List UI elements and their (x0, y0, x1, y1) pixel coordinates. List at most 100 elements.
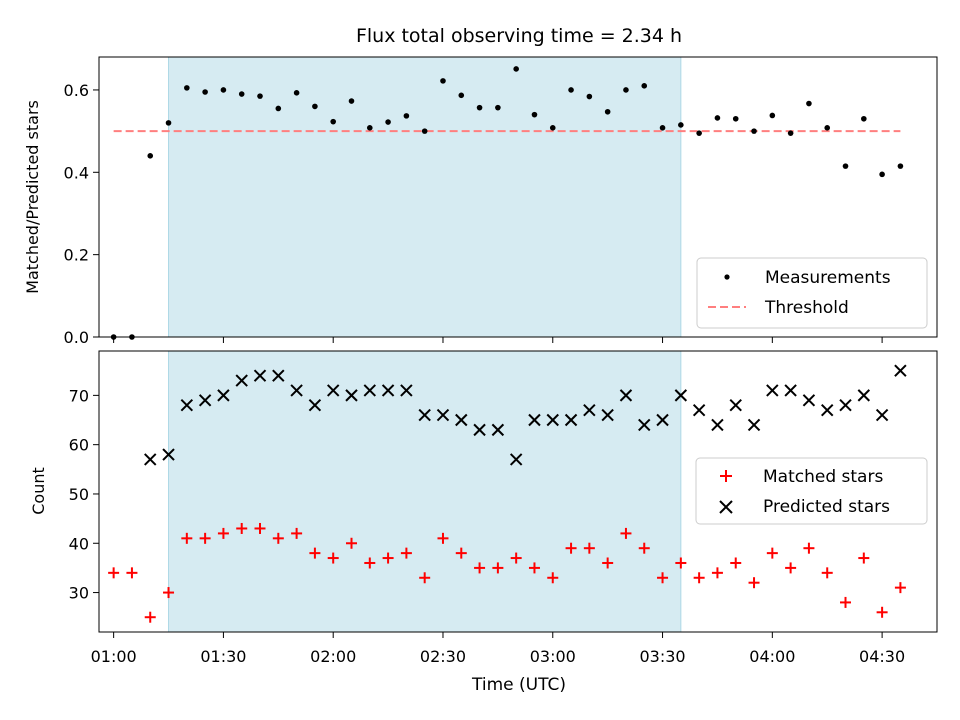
predicted-star-point (473, 423, 486, 437)
measurement-point (879, 171, 885, 178)
matched-star-point (730, 557, 742, 569)
predicted-star-point (894, 364, 907, 377)
matched-star-point (474, 562, 486, 574)
predicted-star-point (747, 418, 761, 432)
matched-star-point (840, 596, 852, 608)
measurement-point (220, 87, 227, 93)
predicted-star-point (345, 389, 358, 402)
measurement-point (842, 163, 849, 169)
predicted-star-point (400, 384, 413, 397)
top-legend: Measurements Threshold (696, 257, 928, 329)
predicted-star-point (821, 403, 834, 417)
predicted-star-point (180, 399, 194, 412)
predicted-star-point (601, 408, 614, 422)
bottom-x-axis: 01:00 01:30 02:00 02:30 03:00 03:30 04:00 04:30 (91, 632, 905, 666)
matched-star-point (766, 547, 778, 559)
matched-star-point (821, 567, 833, 579)
predicted-stars-points (144, 364, 907, 466)
measurement-point (586, 93, 593, 100)
measurement-point (366, 125, 373, 131)
matched-star-point (327, 552, 339, 564)
top-ytick-label: 0.2 (64, 246, 89, 265)
predicted-star-point (619, 389, 633, 402)
measurement-point (312, 103, 318, 110)
predicted-star-point (491, 423, 505, 437)
bottom-y-axis: 30 40 50 60 70 (69, 386, 99, 603)
predicted-star-point (198, 394, 212, 407)
figure-title: Flux total observing time = 2.34 h (356, 25, 682, 47)
matched-star-point (181, 532, 193, 544)
top-y-axis: 0.0 0.2 0.4 0.6 (64, 81, 99, 347)
measurement-point (513, 66, 519, 72)
predicted-star-point (253, 369, 267, 382)
bottom-ytick-label: 40 (69, 534, 89, 553)
predicted-star-point (857, 389, 871, 402)
measurement-point (421, 128, 428, 134)
measurement-point (824, 125, 831, 131)
measurement-point (568, 87, 574, 93)
matched-star-point (803, 542, 815, 554)
measurement-point (787, 130, 794, 136)
measurement-point (202, 89, 208, 95)
predicted-star-point (436, 408, 450, 422)
bottom-axes-frame (98, 350, 938, 633)
matched-star-point (309, 547, 321, 559)
predicted-star-point (802, 394, 816, 407)
predicted-star-point (326, 384, 340, 397)
measurement-point (293, 90, 300, 96)
matched-star-point (163, 587, 175, 599)
predicted-star-point (381, 384, 395, 397)
measurement-point (330, 118, 337, 125)
top-ytick-label: 0.6 (64, 81, 89, 100)
predicted-star-point (308, 399, 322, 412)
measurement-point (641, 83, 648, 89)
matched-stars-points (108, 522, 906, 623)
legend-predicted-marker (719, 500, 733, 514)
predicted-star-point (162, 448, 175, 461)
x-axis-label: Time (UTC) (471, 675, 566, 695)
predicted-star-point (144, 453, 157, 466)
matched-star-point (108, 567, 120, 579)
legend-threshold-label: Threshold (764, 298, 849, 318)
predicted-star-point (692, 403, 706, 417)
legend-matched-marker (720, 470, 732, 482)
measurement-point (403, 113, 410, 119)
matched-star-point (364, 557, 376, 569)
matched-star-point (437, 532, 449, 544)
legend-matched-label: Matched stars (763, 467, 883, 487)
predicted-star-point (656, 413, 669, 427)
matched-star-point (455, 547, 467, 559)
top-axes-frame (98, 56, 938, 338)
top-y-label: Matched/Predicted stars (23, 100, 42, 294)
matched-star-point (748, 577, 760, 589)
top-legend-box (696, 257, 928, 329)
predicted-star-point (235, 374, 248, 387)
matched-star-point (785, 562, 797, 574)
measurement-point (732, 115, 739, 122)
matched-star-point (876, 606, 888, 618)
matched-star-point (583, 542, 595, 554)
bottom-xtick-label: 02:00 (310, 647, 356, 666)
measurement-point (147, 153, 154, 159)
top-highlight-span (168, 56, 682, 338)
matched-star-point (144, 611, 156, 623)
matched-star-point (602, 557, 614, 569)
bottom-ytick-label: 50 (69, 485, 89, 504)
predicted-star-point (564, 413, 578, 427)
matched-star-point (528, 562, 540, 574)
matched-star-point (126, 567, 138, 579)
matched-star-point (199, 532, 211, 544)
bottom-xtick-label: 02:30 (420, 647, 466, 666)
matched-star-point (382, 552, 394, 564)
measurement-point (861, 115, 867, 122)
measurement-point (623, 87, 629, 93)
measurement-point (184, 85, 190, 91)
measurement-point (385, 119, 391, 125)
matched-star-point (291, 527, 303, 539)
predicted-star-point (638, 418, 651, 432)
predicted-star-point (711, 418, 724, 432)
matched-star-point (254, 522, 266, 534)
bottom-legend: Matched stars Predicted stars (695, 457, 928, 525)
predicted-star-point (455, 413, 468, 427)
bottom-xtick-label: 01:30 (200, 647, 246, 666)
